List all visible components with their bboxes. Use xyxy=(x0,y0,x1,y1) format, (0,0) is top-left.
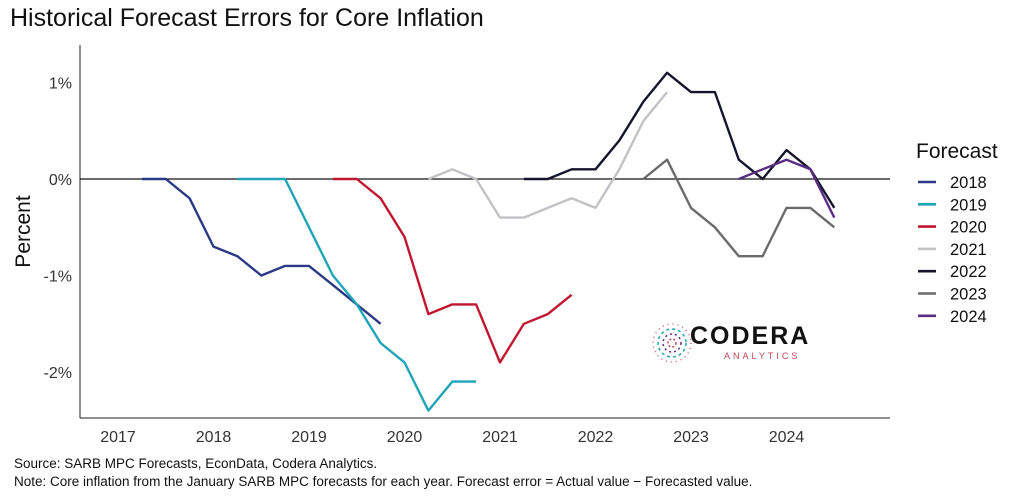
x-tick-label: 2018 xyxy=(196,429,232,446)
series-line-2024 xyxy=(738,158,836,219)
series-line-2018 xyxy=(141,177,382,325)
y-axis-label: Percent xyxy=(12,195,35,268)
series-line-2022 xyxy=(523,71,836,209)
x-tick-label: 2019 xyxy=(291,429,327,446)
x-tick-label: 2017 xyxy=(100,429,136,446)
chart-title: Historical Forecast Errors for Core Infl… xyxy=(10,4,484,32)
method-note: Note: Core inflation from the January SA… xyxy=(14,474,753,489)
legend-label-2019: 2019 xyxy=(950,196,987,214)
x-tick-label: 2023 xyxy=(673,429,709,446)
series-line-2023 xyxy=(642,158,836,258)
series-line-2020 xyxy=(332,177,573,364)
series-line-2019 xyxy=(237,177,477,412)
x-tick-label: 2021 xyxy=(482,429,518,446)
legend-label-2023: 2023 xyxy=(950,286,987,304)
logo-wordmark: CODERA xyxy=(690,322,811,350)
x-tick-label: 2024 xyxy=(769,429,805,446)
x-tick-label: 2020 xyxy=(387,429,423,446)
logo-subtitle: ANALYTICS xyxy=(724,351,801,361)
legend-label-2020: 2020 xyxy=(950,219,987,237)
legend-label-2018: 2018 xyxy=(950,174,987,192)
y-tick-label: 1% xyxy=(49,76,72,93)
legend-label-2024: 2024 xyxy=(950,308,987,326)
y-tick-label: -1% xyxy=(44,269,72,286)
x-tick-label: 2022 xyxy=(578,429,614,446)
series-line-2021 xyxy=(427,91,669,219)
chart-canvas: 1% 0% -1% -2% 2017 2018 2019 2020 2021 2022 2023 20… xyxy=(12,45,998,446)
y-tick-label: 0% xyxy=(49,172,72,189)
codera-logo-mark-icon xyxy=(652,323,692,363)
source-note: Source: SARB MPC Forecasts, EconData, Co… xyxy=(14,456,378,471)
codera-logo: CODERA ANALYTICS xyxy=(652,318,812,370)
legend-title: Forecast xyxy=(916,140,998,163)
legend-label-2021: 2021 xyxy=(950,241,987,259)
y-tick-label: -2% xyxy=(44,365,72,382)
legend-label-2022: 2022 xyxy=(950,263,987,281)
